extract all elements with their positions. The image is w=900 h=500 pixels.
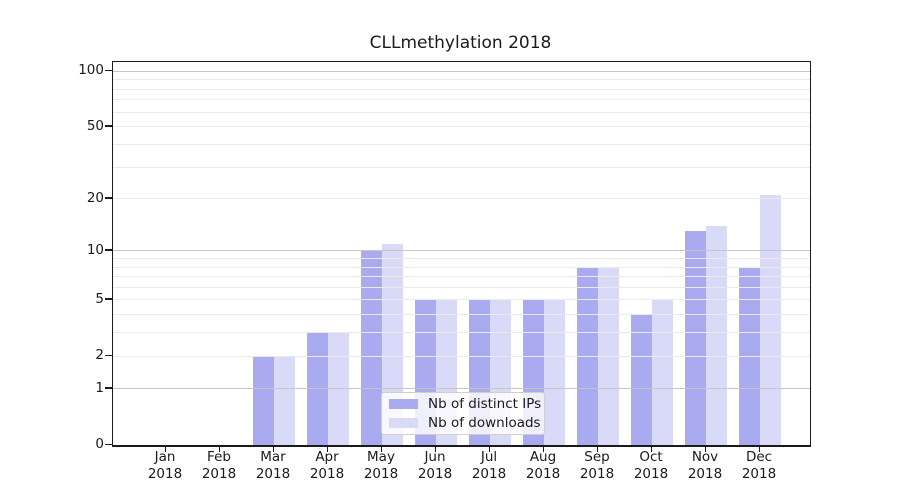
legend-row-distinct-ips: Nb of distinct IPs [389,396,541,413]
x-tick-mark-apr [326,446,328,452]
x-tick-mark-jan [164,446,166,452]
y-tick-label-10: 10 [86,241,104,258]
y-tick-label-100: 100 [78,62,104,79]
y-tick-mark-20 [105,197,112,199]
bar-downloads-mar [274,356,295,445]
y-tick-mark-2 [105,354,112,357]
x-tick-label-sep: Sep 2018 [579,449,615,482]
plot-area: Nb of distinct IPs Nb of downloads [112,61,811,447]
y-tick-mark-0 [105,443,112,445]
x-tick-mark-may [380,446,382,452]
x-tick-label-mar: Mar 2018 [255,449,291,482]
x-tick-mark-mar [272,446,274,452]
bar-ips-may [361,250,382,445]
legend: Nb of distinct IPs Nb of downloads [381,392,545,435]
y-tick-label-5: 5 [95,290,104,307]
legend-label-downloads: Nb of downloads [428,414,541,431]
y-tick-mark-5 [105,298,112,300]
bar-ips-sep [577,267,598,445]
bar-ips-dec [739,267,760,445]
x-tick-label-nov: Nov 2018 [687,449,723,482]
x-tick-mark-aug [542,446,544,452]
x-tick-mark-oct [650,446,652,452]
bar-downloads-oct [652,299,673,445]
y-tick-label-20: 20 [86,189,104,206]
bar-ips-oct [631,314,652,445]
y-tick-label-50: 50 [86,117,104,134]
bar-downloads-aug [544,299,565,445]
x-tick-label-aug: Aug 2018 [525,449,561,482]
bar-ips-nov [685,231,706,445]
bar-downloads-dec [760,194,781,445]
legend-swatch-downloads [389,417,418,428]
x-tick-mark-jun [434,446,436,452]
x-tick-label-jan: Jan 2018 [147,449,183,482]
x-tick-label-jul: Jul 2018 [471,449,507,482]
x-tick-mark-sep [596,446,598,452]
y-tick-label-0: 0 [95,436,104,452]
y-tick-mark-50 [105,125,112,127]
y-tick-label-2: 2 [95,347,104,364]
x-tick-mark-feb [218,446,220,452]
x-tick-label-may: May 2018 [363,449,399,482]
bar-ips-apr [307,332,328,445]
bar-downloads-nov [706,225,727,445]
x-tick-mark-dec [758,446,760,452]
y-tick-mark-1 [105,387,112,389]
y-tick-mark-100 [105,69,112,72]
chart-title: CLLmethylation 2018 [369,33,552,53]
bar-layer [113,62,810,445]
legend-swatch-distinct-ips [389,399,418,410]
y-tick-label-1: 1 [95,379,104,396]
legend-row-downloads: Nb of downloads [389,415,541,432]
legend-label-distinct-ips: Nb of distinct IPs [428,396,542,413]
x-tick-label-dec: Dec 2018 [741,449,777,482]
x-tick-mark-nov [704,446,706,452]
x-tick-label-oct: Oct 2018 [633,449,669,482]
x-tick-label-apr: Apr 2018 [309,449,345,482]
x-tick-label-jun: Jun 2018 [417,449,453,482]
x-tick-label-feb: Feb 2018 [201,449,237,482]
x-tick-mark-jul [488,446,490,452]
bar-downloads-sep [598,267,619,445]
bar-downloads-apr [328,332,349,445]
bar-ips-mar [253,356,274,445]
y-tick-mark-10 [105,249,112,251]
